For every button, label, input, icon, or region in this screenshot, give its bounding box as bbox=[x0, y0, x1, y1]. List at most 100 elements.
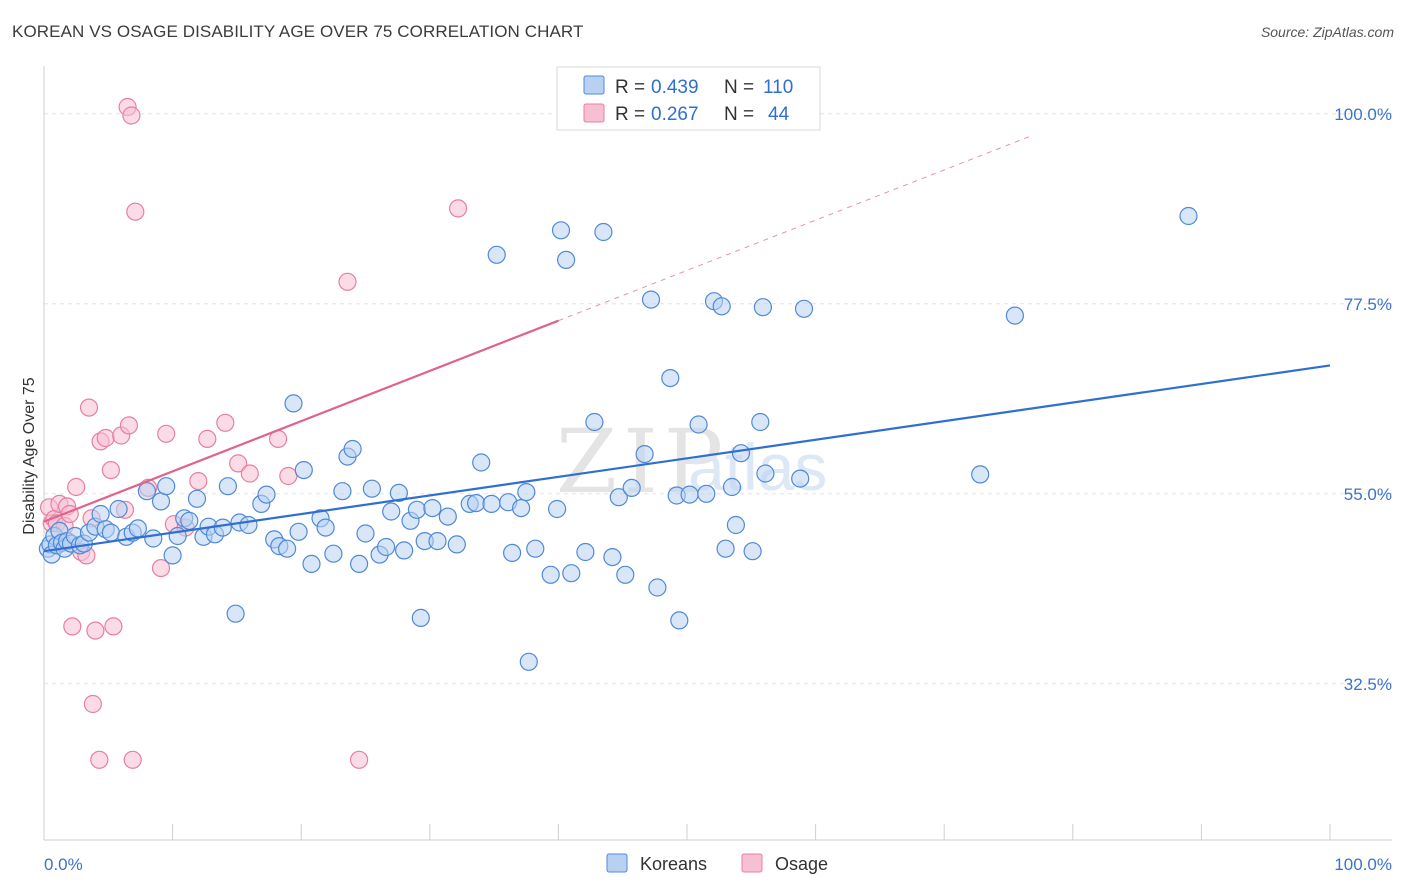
korean-point-15 bbox=[91, 504, 110, 524]
korean-point-34 bbox=[213, 518, 232, 537]
korean-point-67 bbox=[428, 531, 447, 551]
bottom-legend-swatch-osage bbox=[741, 853, 763, 873]
osage-point-13 bbox=[79, 398, 99, 417]
korean-point-60 bbox=[389, 483, 408, 502]
korean-point-87 bbox=[585, 412, 604, 432]
korean-point-17 bbox=[101, 523, 121, 542]
korean-point-94 bbox=[641, 290, 661, 309]
korean-point-71 bbox=[467, 494, 486, 513]
osage-point-38 bbox=[279, 466, 298, 486]
korean-point-38 bbox=[239, 515, 258, 535]
osage-point-20 bbox=[101, 461, 121, 480]
osage-point-41 bbox=[449, 199, 468, 218]
korean-point-55 bbox=[356, 524, 375, 543]
korean-point-82 bbox=[547, 499, 567, 519]
korean-point-73 bbox=[482, 494, 501, 513]
osage-point-33 bbox=[198, 429, 217, 448]
korean-point-63 bbox=[407, 500, 426, 519]
korean-point-40 bbox=[257, 485, 276, 504]
korean-point-24 bbox=[151, 492, 171, 511]
korean-point-112 bbox=[791, 469, 810, 488]
korean-point-25 bbox=[157, 477, 176, 496]
korean-point-115 bbox=[1005, 306, 1025, 325]
chart-source: Source: ZipAtlas.com bbox=[1260, 24, 1394, 40]
korean-point-93 bbox=[635, 445, 654, 464]
korean-point-58 bbox=[377, 537, 396, 557]
korean-point-86 bbox=[576, 542, 595, 562]
korean-point-47 bbox=[302, 554, 321, 574]
legend-n-label-osage: N = bbox=[724, 104, 754, 125]
osage-point-24 bbox=[119, 416, 138, 435]
korean-point-95 bbox=[648, 578, 667, 597]
koreans-series bbox=[38, 206, 1198, 671]
korean-point-23 bbox=[144, 529, 163, 548]
x-tick-label-1: 100.0% bbox=[1334, 855, 1392, 874]
y-tick-labels: 32.5% 55.0% 77.5% 100.0% bbox=[1334, 105, 1392, 694]
korean-point-21 bbox=[128, 519, 147, 538]
korean-point-83 bbox=[551, 221, 571, 240]
osage-series bbox=[39, 97, 468, 769]
korean-point-80 bbox=[526, 539, 545, 558]
korean-point-91 bbox=[616, 565, 635, 584]
legend-swatch-koreans bbox=[583, 75, 605, 95]
korean-point-77 bbox=[511, 499, 531, 518]
korean-point-116 bbox=[1179, 206, 1198, 226]
legend-n-label-koreans: N = bbox=[724, 77, 754, 98]
korean-point-51 bbox=[333, 482, 352, 501]
korean-point-106 bbox=[726, 515, 746, 535]
korean-point-43 bbox=[278, 539, 297, 558]
korean-point-45 bbox=[289, 522, 308, 541]
y-tick-label-0: 32.5% bbox=[1344, 675, 1392, 694]
korean-point-74 bbox=[487, 245, 506, 264]
korean-point-92 bbox=[622, 478, 641, 497]
osage-point-39 bbox=[338, 272, 357, 291]
osage-point-32 bbox=[189, 472, 208, 491]
x-tick-labels: 0.0% 100.0% bbox=[44, 855, 1392, 874]
korean-point-53 bbox=[343, 439, 362, 459]
osage-point-40 bbox=[350, 750, 369, 769]
osage-point-15 bbox=[83, 694, 103, 714]
korean-point-110 bbox=[753, 298, 773, 317]
korean-point-36 bbox=[226, 604, 245, 623]
korean-point-26 bbox=[163, 546, 182, 565]
bottom-legend: Koreans Osage bbox=[606, 853, 828, 874]
korean-point-30 bbox=[187, 489, 207, 508]
legend-n-value-koreans: 110 bbox=[763, 77, 793, 98]
korean-point-114 bbox=[971, 465, 990, 484]
osage-point-43 bbox=[122, 106, 141, 125]
legend-n-value-osage: 44 bbox=[768, 104, 790, 125]
korean-point-59 bbox=[382, 502, 401, 521]
x-tick-label-0: 0.0% bbox=[44, 855, 83, 874]
osage-trend-extension bbox=[558, 135, 1032, 322]
osage-point-21 bbox=[104, 617, 123, 636]
korean-point-89 bbox=[603, 547, 622, 567]
korean-point-29 bbox=[180, 511, 199, 530]
osage-point-35 bbox=[229, 454, 248, 473]
korean-point-78 bbox=[517, 483, 536, 502]
osage-point-25 bbox=[123, 750, 142, 769]
legend-r-label-koreans: R = bbox=[615, 77, 645, 98]
korean-point-111 bbox=[756, 464, 775, 483]
bottom-legend-osage: Osage bbox=[775, 854, 828, 874]
koreans-trend-line bbox=[43, 364, 1331, 553]
osage-point-34 bbox=[216, 413, 235, 432]
korean-point-66 bbox=[423, 499, 442, 518]
legend-r-label-osage: R = bbox=[615, 104, 645, 125]
korean-point-18 bbox=[109, 499, 128, 519]
korean-point-103 bbox=[712, 297, 731, 316]
korean-point-90 bbox=[609, 488, 628, 507]
korean-point-104 bbox=[716, 539, 735, 558]
korean-point-79 bbox=[519, 652, 538, 671]
osage-point-29 bbox=[157, 424, 176, 443]
y-axis-title: Disability Age Over 75 bbox=[21, 377, 38, 535]
korean-point-22 bbox=[137, 482, 156, 501]
korean-point-68 bbox=[438, 507, 457, 526]
korean-point-99 bbox=[680, 485, 699, 504]
bottom-legend-swatch-koreans bbox=[606, 853, 628, 873]
osage-point-28 bbox=[151, 558, 171, 578]
korean-point-44 bbox=[284, 394, 303, 413]
korean-point-72 bbox=[472, 453, 491, 472]
korean-point-64 bbox=[411, 608, 430, 628]
korean-point-54 bbox=[350, 554, 369, 574]
osage-trend-line bbox=[43, 319, 559, 523]
